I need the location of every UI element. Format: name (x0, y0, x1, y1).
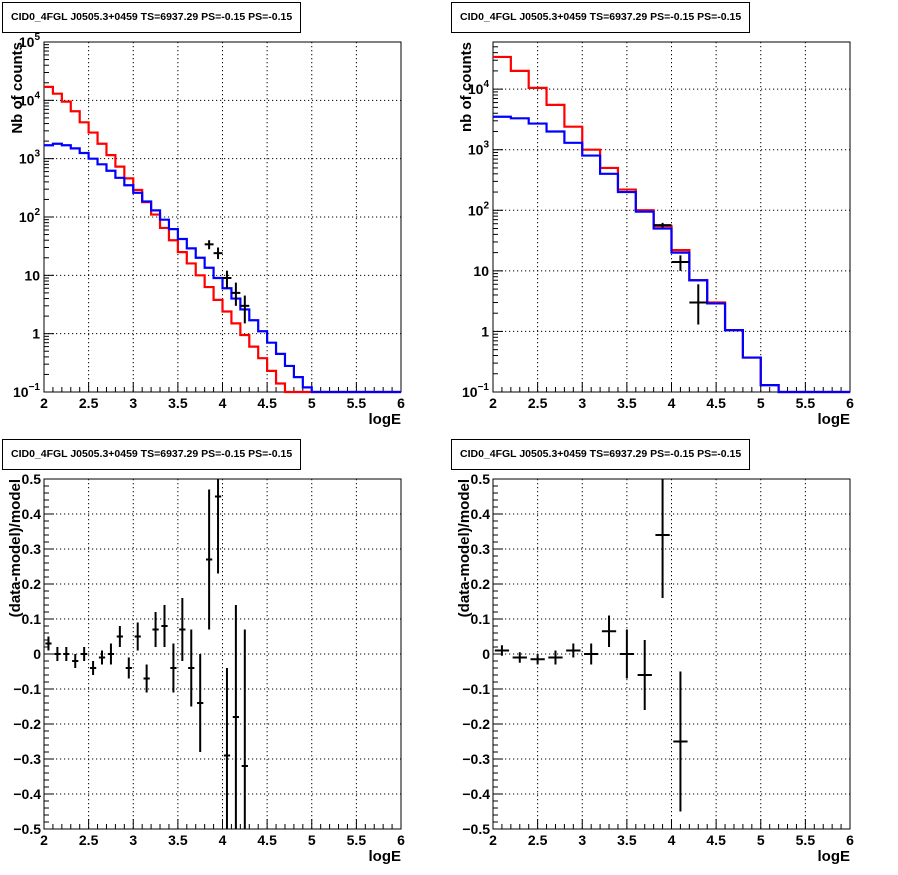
counts-coarse-chart: 2 2.5 3 3.5 4 4.5 5 5.5 6 10−1 1 10 102 103 104 logE nb … (458, 41, 854, 428)
chart-title: CID0_4FGL J0505.3+0459 TS=6937.29 PS=-0.… (2, 2, 302, 33)
x-tick-label: 3.5 (617, 395, 637, 411)
chart-panel-residual-coarse: 2 2.5 3 3.5 4 4.5 5 5.5 6 −0.5 −0.4 −0.3 −0.2 −0.1 0 0.… (449, 437, 898, 874)
y-tick-label: 0.1 (471, 611, 491, 627)
y-tick-label: 10 (473, 263, 489, 279)
y-tick-label: 103 (19, 149, 41, 167)
y-tick-label: 105 (19, 32, 41, 50)
y-tick-label: 1 (481, 323, 489, 339)
x-axis-label: logE (818, 411, 851, 428)
x-tick-label: 6 (397, 832, 405, 848)
y-tick-label: 104 (19, 90, 41, 108)
y-tick-label: 10−1 (13, 382, 40, 400)
residual-fine-chart: 2 2.5 3 3.5 4 4.5 5 5.5 6 −0.5 −0.4 −0.3 −0.2 −0.1 0 0.… (7, 471, 405, 865)
x-tick-label: 3 (129, 395, 137, 411)
x-tick-label: 3.5 (168, 395, 188, 411)
x-tick-label: 4 (219, 832, 227, 848)
y-tick-label: −0.1 (462, 681, 490, 697)
x-axis-label: logE (369, 411, 402, 428)
x-tick-label: 5.5 (347, 832, 367, 848)
x-tick-label: 2 (489, 395, 497, 411)
y-tick-label: 0.1 (22, 611, 42, 627)
x-tick-label: 3.5 (168, 832, 188, 848)
y-tick-label: −0.4 (13, 786, 41, 802)
y-tick-label: 102 (19, 207, 41, 225)
y-tick-label: 102 (468, 200, 490, 218)
chart-panel-residual-fine: 2 2.5 3 3.5 4 4.5 5 5.5 6 −0.5 −0.4 −0.3 −0.2 −0.1 0 0.… (0, 437, 449, 874)
y-axis-label: nb of counts (458, 42, 475, 132)
x-tick-label: 4.5 (706, 395, 726, 411)
x-tick-label: 2.5 (79, 395, 99, 411)
y-tick-label: −0.1 (13, 681, 41, 697)
total_model-histogram (44, 85, 401, 394)
y-tick-label: 0.3 (471, 541, 491, 557)
x-tick-label: 4.5 (257, 395, 277, 411)
x-tick-label: 4 (668, 832, 676, 848)
y-tick-label: 0.4 (471, 506, 491, 522)
y-axis-label: Nb of counts (9, 42, 26, 134)
y-tick-label: −0.2 (462, 716, 490, 732)
x-tick-label: 5.5 (796, 832, 816, 848)
y-tick-label: −0.3 (462, 751, 490, 767)
x-tick-label: 5 (308, 832, 316, 848)
x-tick-label: 2.5 (528, 395, 548, 411)
x-tick-label: 2 (40, 395, 48, 411)
y-tick-label: 0.2 (471, 576, 491, 592)
x-tick-label: 4 (668, 395, 676, 411)
chart-title: CID0_4FGL J0505.3+0459 TS=6937.29 PS=-0.… (451, 439, 751, 470)
y-tick-label: −0.3 (13, 751, 41, 767)
x-axis-label: logE (369, 848, 402, 865)
x-tick-label: 2 (40, 832, 48, 848)
y-tick-label: 0.3 (22, 541, 42, 557)
y-tick-label: −0.4 (462, 786, 490, 802)
x-tick-label: 5.5 (347, 395, 367, 411)
counts-fine-chart: 2 2.5 3 3.5 4 4.5 5 5.5 6 10−1 1 10 102 103 104 105 logE… (9, 32, 405, 428)
x-axis-label: logE (818, 848, 851, 865)
y-tick-label: −0.5 (13, 821, 41, 837)
chart-title: CID0_4FGL J0505.3+0459 TS=6937.29 PS=-0.… (451, 2, 751, 33)
source_model-histogram (493, 115, 850, 394)
y-tick-label: 0.4 (22, 506, 42, 522)
y-axis-label: (data-model)/model (7, 479, 24, 617)
x-tick-label: 4 (219, 395, 227, 411)
x-tick-label: 6 (397, 395, 405, 411)
x-tick-label: 5 (308, 395, 316, 411)
source_model-histogram (44, 142, 401, 394)
y-tick-label: −0.5 (462, 821, 490, 837)
x-tick-label: 6 (846, 832, 854, 848)
chart-panel-counts-coarse: 2 2.5 3 3.5 4 4.5 5 5.5 6 10−1 1 10 102 103 104 logE nb … (449, 0, 898, 437)
x-tick-label: 2.5 (528, 832, 548, 848)
y-tick-label: 0 (33, 646, 41, 662)
x-tick-label: 6 (846, 395, 854, 411)
x-tick-label: 3.5 (617, 832, 637, 848)
x-tick-label: 5 (757, 832, 765, 848)
y-tick-label: 10−1 (462, 382, 489, 400)
x-tick-label: 5 (757, 395, 765, 411)
y-tick-label: 0.5 (471, 471, 491, 487)
y-tick-label: 1 (32, 326, 40, 342)
chart-title: CID0_4FGL J0505.3+0459 TS=6937.29 PS=-0.… (2, 439, 302, 470)
y-tick-label: 10 (24, 267, 40, 283)
y-tick-label: 0 (482, 646, 490, 662)
x-tick-label: 4.5 (706, 832, 726, 848)
y-tick-label: 0.2 (22, 576, 42, 592)
x-tick-label: 5.5 (796, 395, 816, 411)
y-axis-label: (data-model)/model (456, 479, 473, 617)
y-tick-label: −0.2 (13, 716, 41, 732)
x-tick-label: 3 (578, 832, 586, 848)
x-tick-label: 2.5 (79, 832, 99, 848)
x-tick-label: 4.5 (257, 832, 277, 848)
x-tick-label: 3 (578, 395, 586, 411)
x-tick-label: 2 (489, 832, 497, 848)
y-tick-label: 104 (468, 79, 490, 97)
y-tick-label: 0.5 (22, 471, 42, 487)
y-tick-label: 103 (468, 140, 490, 158)
chart-panel-counts-fine: 2 2.5 3 3.5 4 4.5 5 5.5 6 10−1 1 10 102 103 104 105 logE… (0, 0, 449, 437)
residual-coarse-chart: 2 2.5 3 3.5 4 4.5 5 5.5 6 −0.5 −0.4 −0.3 −0.2 −0.1 0 0.… (456, 471, 854, 865)
x-tick-label: 3 (129, 832, 137, 848)
